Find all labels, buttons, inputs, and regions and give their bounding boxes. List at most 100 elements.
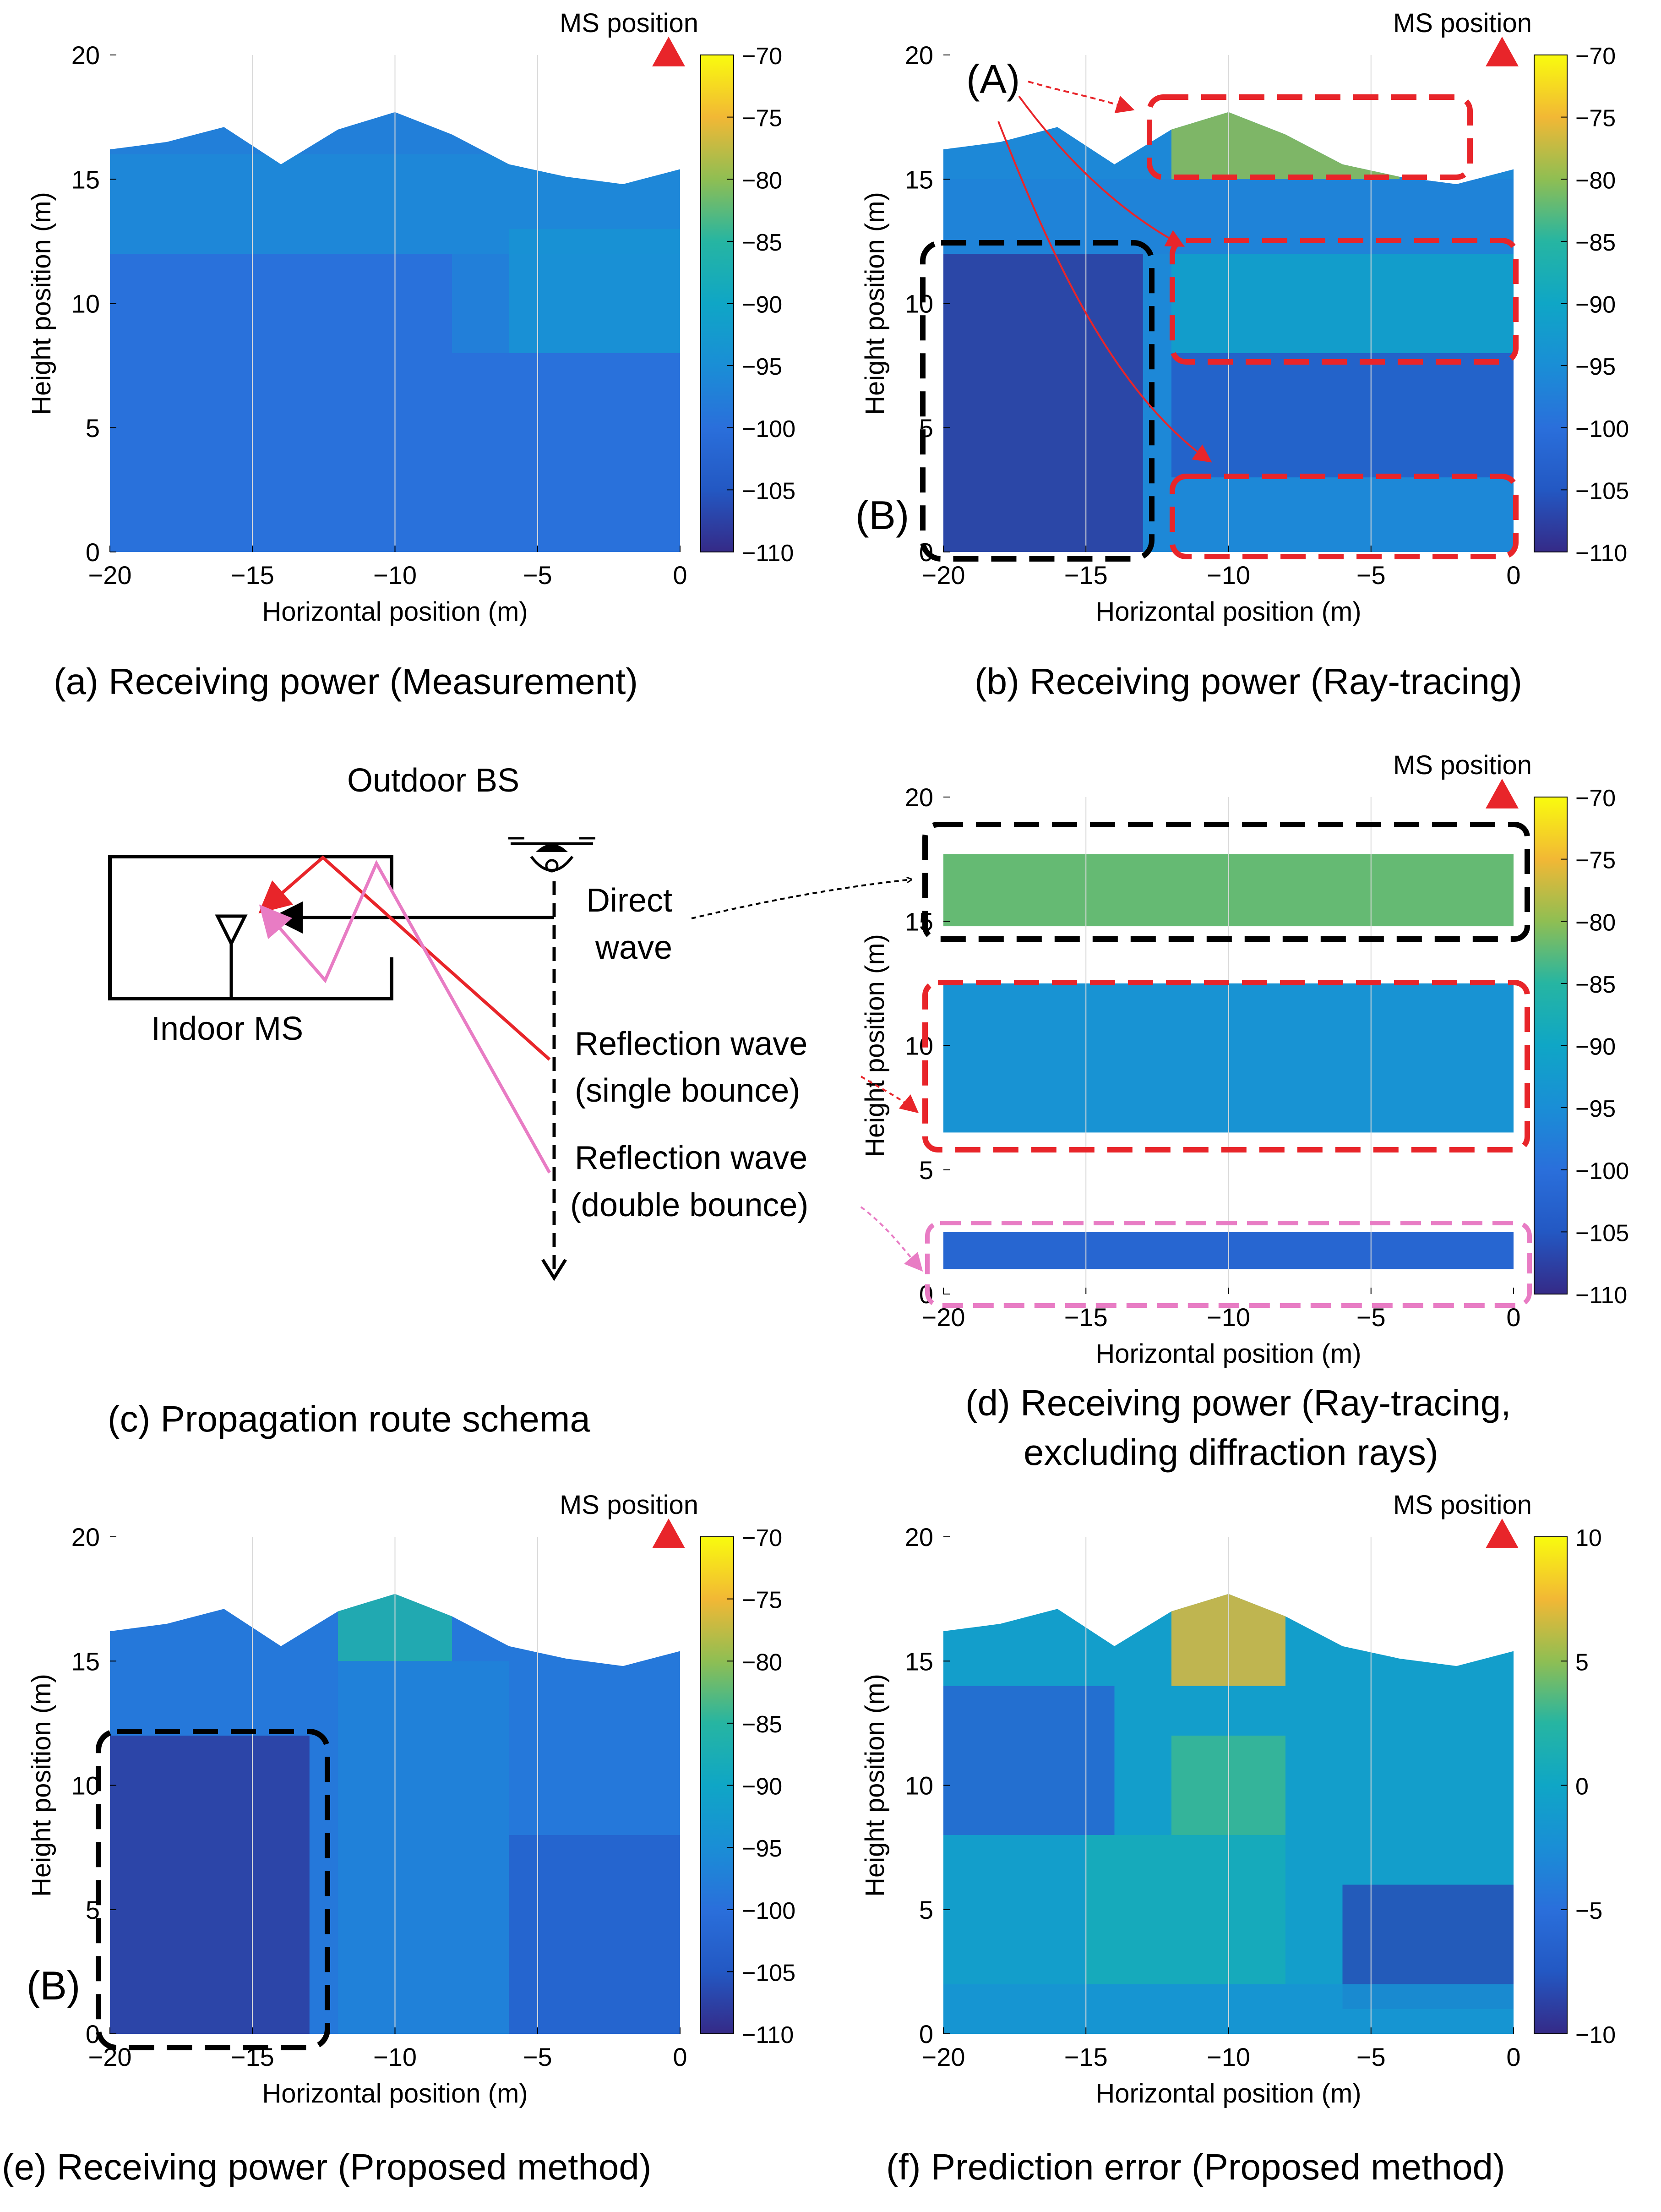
double-bounce-pointer [860,1206,923,1272]
colorbar-tick-label: −80 [742,1649,782,1676]
y-tick-label: 20 [905,41,933,70]
direct-wave-down-arrow [541,1259,567,1281]
x-tick-label: −10 [373,2043,417,2071]
y-tick-label: 0 [919,2020,933,2048]
colorbar-tick-label: −90 [742,1774,782,1800]
ms-position-label: MS position [560,8,698,38]
y-axis-label: Height position (m) [27,192,56,415]
panel-a: −20 −15 −10 −5 0 0 5 10 15 20 Horizontal position … [27,8,795,627]
single-bounce-pointer [860,1076,919,1114]
colorbar-tick-label: −75 [742,1587,782,1614]
colorbar-tick-label: 5 [1575,1649,1589,1676]
arrow-a-bottom [997,121,1212,463]
colorbar-tick-label: −95 [742,354,782,380]
y-tick-label: 15 [71,1647,100,1676]
colorbar-tick-label: −105 [742,478,795,504]
x-tick-label: 0 [1506,2043,1520,2071]
caption-c: (c) Propagation route schema [108,1398,590,1439]
x-tick-label: −20 [922,2043,965,2071]
single-bounce-label-1: Reflection wave [575,1026,807,1062]
ms-position-label: MS position [1393,8,1532,38]
heatmap-cell-0 [1171,112,1400,180]
panel-e-annotations [96,1729,330,2050]
colorbar-tick-label: −5 [1575,1898,1602,1924]
colorbar-tick-label: −75 [1575,105,1616,132]
colorbar-tick-label: −110 [1575,1282,1627,1309]
colorbar-tick-label: −85 [1575,229,1616,256]
colorbar-tick-label: −90 [1575,292,1616,318]
heatmap-panels: −20 −15 −10 −5 0 0 5 10 15 20 Horizontal position … [27,8,1629,2108]
annotation-a: (A) [966,56,1020,102]
x-tick-label: 0 [1506,561,1520,590]
colorbar-tick-label: −80 [742,167,782,194]
y-tick-label: 20 [905,1523,933,1551]
arrow-a-middle [1018,95,1185,247]
colorbar-tick-label: −100 [1575,1158,1629,1185]
region-box-black-b [920,240,1155,562]
x-tick-label: −10 [1207,561,1250,590]
y-tick-label: 5 [919,1895,933,1924]
x-axis-label: Horizontal position (m) [1095,2079,1361,2108]
x-tick-label: −5 [523,561,552,590]
colorbar-tick-label: −105 [742,1960,795,1986]
y-tick-label: 15 [71,165,100,194]
colorbar-tick-label: −110 [742,2022,794,2048]
panel-b-annotations [920,81,1519,562]
y-tick-label: 5 [919,1156,933,1185]
x-axis-label: Horizontal position (m) [1095,1339,1361,1369]
direct-wave-label-2: wave [595,929,672,966]
x-axis-label: Horizontal position (m) [1095,597,1361,627]
colorbar-tick-label: −85 [1575,972,1616,998]
colorbar-tick-label: −10 [1575,2022,1616,2048]
ms-position-marker [1486,1518,1519,1548]
y-tick-label: 20 [71,41,100,70]
x-tick-label: −5 [1356,561,1386,590]
single-bounce-box [922,980,1530,1152]
ms-position-marker [1486,779,1519,808]
colorbar-tick-label: −100 [1575,416,1629,442]
colorbar-tick-label: −100 [742,1898,795,1924]
caption-d-line2: excluding diffraction rays) [1024,1432,1438,1473]
heatmap-cell-1 [110,1736,310,2034]
y-tick-label: 20 [905,783,933,812]
colorbar-tick-label: −105 [1575,478,1629,504]
colorbar-tick-label: −70 [742,1525,782,1551]
colorbar-tick-label: −70 [1575,43,1616,70]
double-bounce-label-1: Reflection wave [575,1140,807,1176]
caption-e: (e) Receiving power (Proposed method) [2,2146,651,2187]
indoor-ms-label: Indoor MS [151,1010,303,1047]
heatmap-cell-3 [1086,1835,1285,1984]
colorbar-tick-label: −105 [1575,1220,1629,1246]
y-axis-label: Height position (m) [860,934,890,1157]
heatmap-cell-1 [110,254,452,552]
x-tick-label: −15 [1064,561,1108,590]
colorbar-tick-label: −70 [742,43,782,70]
caption-b: (b) Receiving power (Ray-tracing) [975,661,1522,702]
region-box-red-middle [1170,238,1519,365]
colorbar-tick-label: −85 [742,1711,782,1738]
y-axis-label: Height position (m) [860,1674,890,1897]
caption-a: (a) Receiving power (Measurement) [54,661,638,702]
colorbar-tick-label: −80 [1575,167,1616,194]
double-bounce-box [925,1221,1532,1308]
x-axis-label: Horizontal position (m) [262,597,528,627]
heatmap-cell-5 [1171,477,1514,552]
y-tick-label: 15 [905,1647,933,1676]
direct-wave-pointer [691,879,911,919]
x-tick-label: −20 [922,561,965,590]
ms-position-marker [652,37,685,66]
heatmap-cell-3 [509,1835,680,2034]
annotation-b: (B) [855,492,909,538]
colorbar-tick-label: −75 [742,105,782,132]
x-tick-label: −15 [1064,2043,1108,2071]
single-bounce-path [258,855,551,1061]
heatmap-cell-4 [1171,353,1514,478]
heatmap-cell-2 [943,1686,1115,1835]
direct-wave-label-1: Direct [586,882,672,919]
colorbar-tick-label: −110 [1575,540,1627,567]
heatmap-cell-3 [943,254,1143,552]
